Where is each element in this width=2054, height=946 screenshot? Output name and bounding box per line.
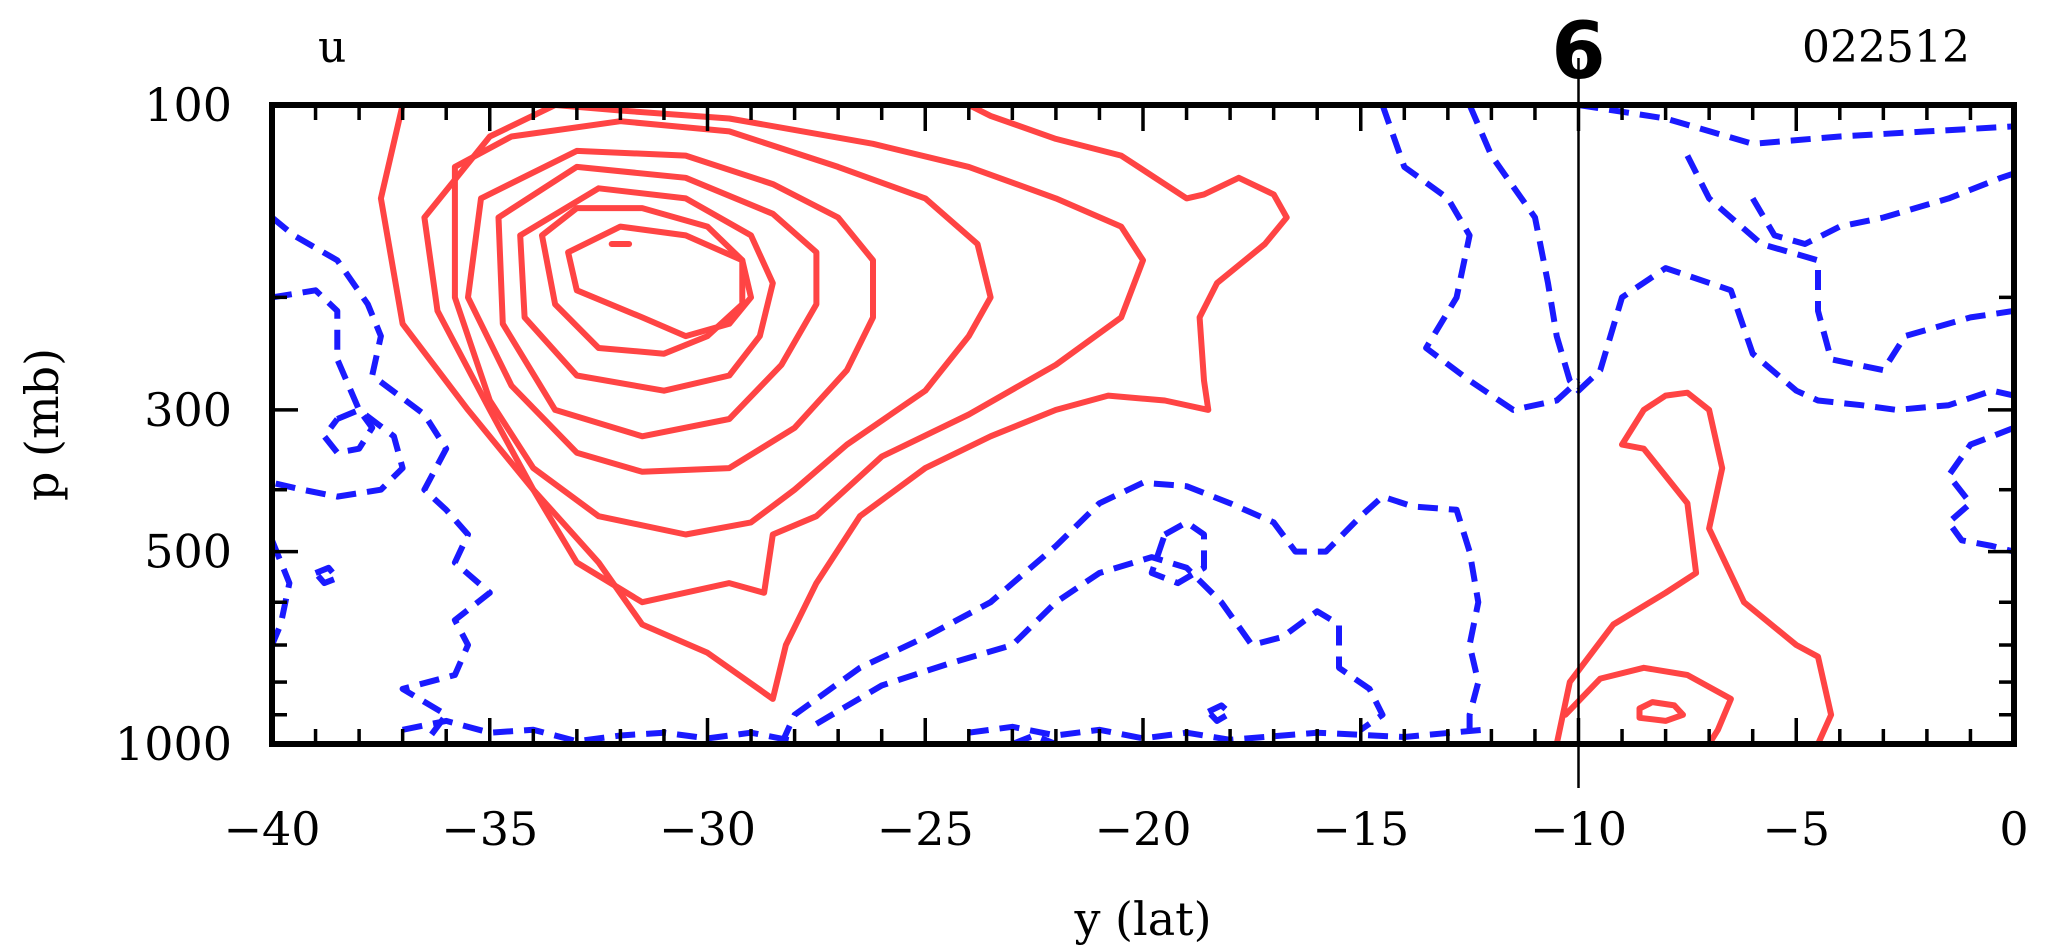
x-tick-label: −5 bbox=[1762, 802, 1830, 856]
contour-positive-outer bbox=[377, 105, 1290, 702]
contour-negative-far-right-2 bbox=[1578, 105, 2014, 147]
y-tick-label: 500 bbox=[144, 525, 232, 579]
y-tick-label: 1000 bbox=[115, 717, 232, 771]
contour-positive-2 bbox=[421, 105, 1146, 606]
contour-negative-left-2 bbox=[272, 287, 406, 500]
contour-negative-far-right bbox=[1750, 170, 2014, 247]
y-tick-label: 300 bbox=[144, 383, 232, 437]
contour-negative-mid-small bbox=[1148, 519, 1207, 587]
marker-label: 6 bbox=[1551, 7, 1605, 97]
contour-positive-5 bbox=[495, 163, 820, 440]
y-axis-title: p (mb) bbox=[15, 348, 69, 501]
contour-positive-right-small bbox=[1636, 699, 1686, 724]
contour-negative-mid-2 bbox=[814, 554, 1386, 733]
run-id-label: 022512 bbox=[1802, 22, 1970, 73]
contour-negative-mid-tiny bbox=[1206, 702, 1234, 724]
x-tick-label: −20 bbox=[1094, 802, 1191, 856]
contour-positive-6 bbox=[517, 185, 776, 394]
contour-positive-right-inner bbox=[1562, 664, 1734, 744]
x-tick-label: −25 bbox=[877, 802, 974, 856]
contour-negative-bottom-2 bbox=[968, 723, 1483, 743]
contour-positive-3 bbox=[451, 118, 994, 538]
contour-lines bbox=[272, 105, 2014, 744]
contour-negative-mid bbox=[778, 479, 1482, 744]
contour-negative-upper-right-2 bbox=[1379, 105, 1581, 413]
contour-positive-4 bbox=[465, 147, 876, 475]
contour-negative-right-edge bbox=[1945, 425, 2014, 555]
x-tick-label: −30 bbox=[659, 802, 756, 856]
x-tick-label: −35 bbox=[441, 802, 538, 856]
x-axis-title: y (lat) bbox=[1073, 892, 1211, 946]
x-tick-label: 0 bbox=[1999, 802, 2028, 856]
axis-labels: −40 −35 −30 −25 −20 −15 −10 −5 0 100 300 500 1000 y (… bbox=[15, 7, 2029, 946]
axis-ticks bbox=[270, 103, 2016, 746]
contour-negative-right-band bbox=[1684, 154, 2014, 374]
x-tick-label: −15 bbox=[1312, 802, 1409, 856]
contour-negative-left bbox=[272, 215, 493, 744]
x-tick-label: −10 bbox=[1530, 802, 1627, 856]
y-tick-label: 100 bbox=[144, 78, 232, 132]
contour-positive-right-tall bbox=[1553, 389, 1835, 744]
contour-negative-upper-right bbox=[1466, 105, 2014, 413]
contour-negative-left-small bbox=[313, 564, 341, 587]
contour-positive-8 bbox=[565, 223, 754, 340]
x-tick-label: −40 bbox=[223, 802, 320, 856]
contour-negative-left-loop bbox=[321, 406, 376, 456]
variable-label: u bbox=[318, 22, 346, 73]
contour-negative-bottom bbox=[401, 717, 796, 744]
